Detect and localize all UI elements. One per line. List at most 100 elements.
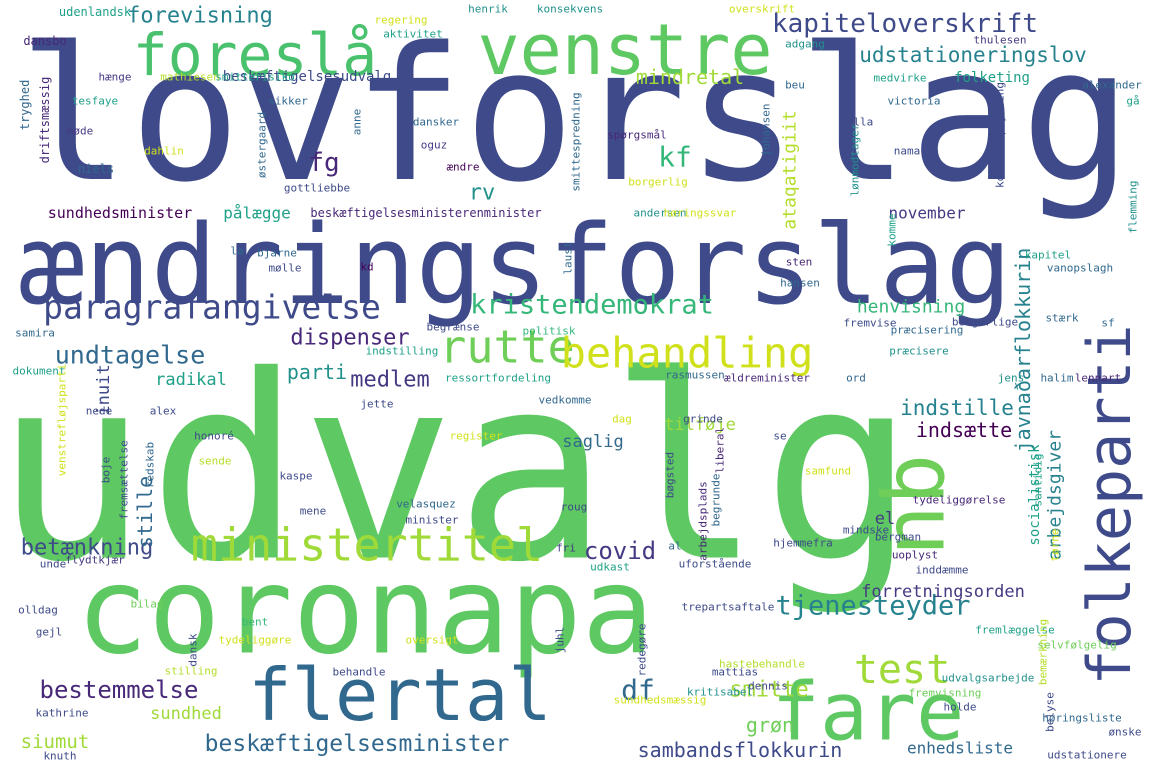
word: javnaðarflokkurin [1011,248,1035,453]
word: sf [1101,317,1114,330]
word: høringsliste [1042,712,1121,725]
word: kathrine [36,707,89,720]
word: komme [886,213,899,246]
word: rutte [439,321,574,374]
word: coronapa [76,543,654,682]
word: tydeliggørelse [913,494,1006,507]
word: dansbo [23,34,66,48]
word: paragrafangivelse [43,288,381,327]
word: stærk [1045,312,1078,325]
word: uforstående [679,558,752,571]
word: ældreminister [724,372,810,385]
word: dansker [413,116,460,129]
word: lennart [1075,372,1121,385]
word: kf [658,141,692,174]
word: enhedsliste [907,739,1013,758]
word: spørgsmål [607,129,667,142]
word: folkeparti [1075,324,1145,685]
word: fremvise [844,317,897,330]
word: flemming [1127,181,1140,234]
word: gejl [36,626,63,639]
word: nb [866,454,965,556]
word: begrænse [427,321,480,334]
word: sende [198,455,231,468]
word: niels [78,162,114,176]
word: hastebehandle [719,658,805,671]
word: gå [1126,95,1139,108]
word: adgang [785,38,825,51]
word: fremsættelse [118,440,131,519]
word: kapiteloverskrift [772,9,1038,39]
word: santidig [1032,454,1045,507]
word: driftsmæssig [38,77,52,164]
word: liberal [714,427,727,473]
word: sten [786,256,813,269]
word: udvalg [0,322,916,619]
word: inuit [94,364,114,415]
word: dokument [13,365,66,378]
word: covid [584,537,656,565]
word: præcisere [889,345,949,358]
word: tesfaye [72,95,118,108]
word: lønmodtager [849,123,862,196]
word: medvirke [874,72,927,85]
word: gottliebbe [284,182,350,195]
word: smitte [729,678,808,703]
word: pålægge [223,204,290,223]
word: præcisering [891,324,964,337]
word: laust [562,241,575,274]
word: dahlin [144,145,184,158]
word: udstationere [1047,749,1126,762]
word: siumut [21,731,90,753]
word: arbejdsplads [697,481,710,560]
word: kontaktoplysning [994,82,1007,188]
word: kaspe [279,470,312,483]
word: andersen [634,207,687,220]
word: bemærkning [1037,619,1050,685]
word: mindretal [636,65,744,89]
word: fare [772,666,965,759]
word: borgerlig [628,176,688,189]
word: test [854,647,950,693]
word: oguz [421,139,448,152]
word: smitterisiko [215,71,294,84]
word: nama [894,145,921,158]
word: se [773,430,786,443]
word: bergman [875,531,921,544]
word: flertal [248,653,551,737]
word: bilag [130,598,163,611]
word: lovforslag [18,7,1132,223]
word: kd [360,261,373,274]
word: behandle [333,666,386,679]
word: dansk [187,633,200,666]
word: victoria [888,95,941,108]
word: betænkning [21,536,153,561]
word: bjarne [257,247,297,260]
word: udenlandsk [59,5,132,19]
word: selvfølgelig [1037,639,1116,652]
word: ord [846,372,866,385]
word: radikal [155,370,227,390]
word: sikker [268,95,308,108]
word: alex [150,405,177,418]
word: forretningsorden [861,582,1025,602]
word: hansen [780,277,820,290]
word: grinde [683,413,723,426]
word: samira [15,327,55,340]
word: ændringsforslag [18,201,1011,329]
word: udstationeringslov [859,43,1087,67]
word: saglig [562,432,623,452]
word: socialistisk [1027,444,1043,546]
word: stilling [165,665,218,678]
word: vedkomme [539,394,592,407]
word: inddæmme [916,564,969,577]
word: dispenser [290,326,409,351]
word: unde [40,558,67,571]
word: halim [1040,372,1073,385]
word: ønske [1108,726,1141,739]
word: udkast [590,561,630,574]
word: venstre [477,9,772,91]
word: uoplyst [892,549,938,562]
word: redegøre [636,624,649,677]
